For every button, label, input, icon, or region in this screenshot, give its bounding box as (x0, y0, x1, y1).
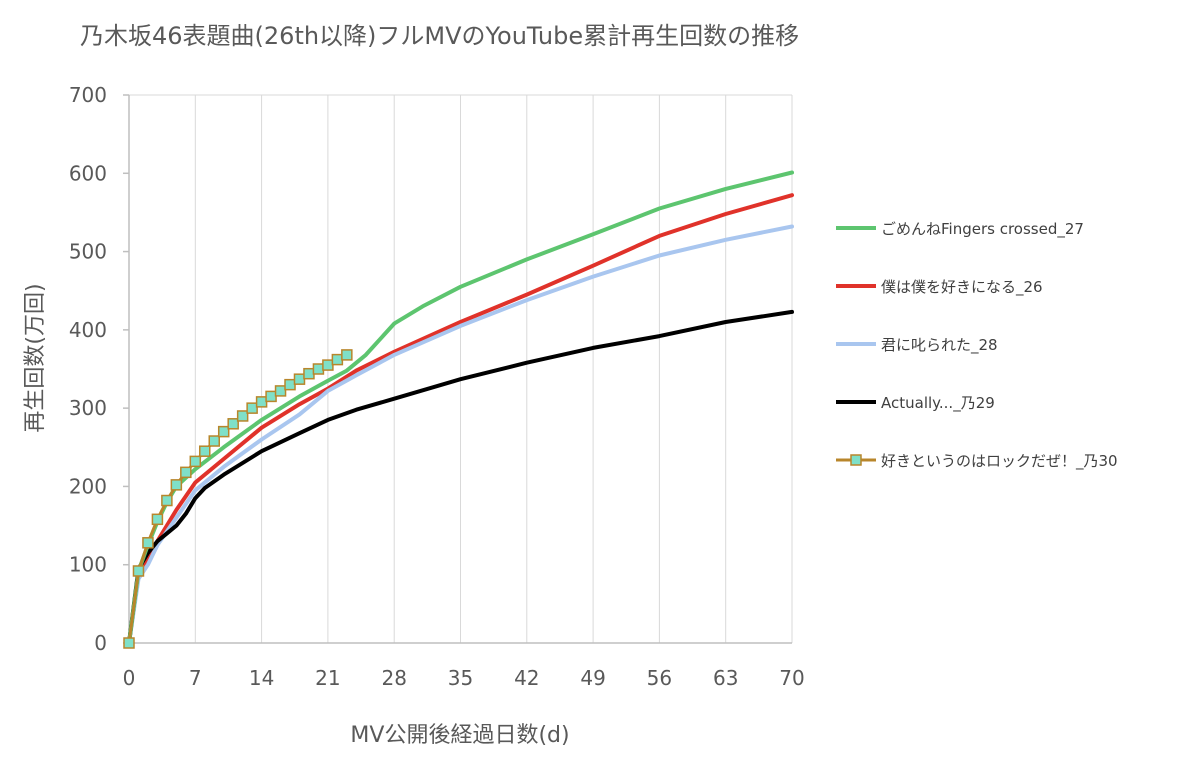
axes (123, 94, 792, 644)
legend-marker (850, 454, 862, 466)
series-lines (123, 170, 794, 649)
data-point-marker (151, 513, 164, 526)
x-tick-labels: 0 7 14 21 28 35 42 49 56 63 70 (123, 666, 805, 690)
y-tick-labels: 0 100 200 300 400 500 600 700 (69, 83, 107, 655)
legend-label: 僕は僕を好きになる_26 (881, 278, 1043, 297)
data-point-marker (312, 363, 325, 375)
y-tick-label: 200 (69, 474, 107, 498)
y-tick-label: 400 (69, 318, 107, 342)
data-point-marker (180, 466, 192, 479)
x-tick-label: 14 (249, 666, 274, 690)
legend-label: 君に叱られた_28 (881, 336, 998, 355)
data-point-marker (208, 435, 220, 447)
x-tick-label: 56 (647, 666, 672, 690)
data-point-marker (293, 373, 306, 385)
data-point-marker (227, 418, 239, 430)
legend-label: Actually..._乃29 (881, 394, 995, 413)
data-point-marker (132, 565, 145, 577)
data-point-marker (161, 494, 173, 507)
data-point-marker (274, 385, 287, 397)
x-tick-label: 21 (315, 666, 340, 690)
data-point-marker (331, 353, 344, 366)
data-point-marker (170, 479, 183, 491)
x-tick-label: 63 (713, 666, 738, 690)
y-axis-title: 再生回数(万回) (23, 283, 48, 432)
y-tick-label: 300 (69, 396, 107, 420)
chart-title: 乃木坂46表題曲(26th以降)フルMVのYouTube累計再生回数の推移 (80, 22, 800, 50)
x-axis-title: MV公開後経過日数(d) (350, 723, 569, 748)
x-tick-label: 70 (779, 666, 804, 690)
grid-lines (128, 94, 793, 643)
legend-label: ごめんねFingers crossed_27 (881, 220, 1084, 239)
data-point-marker (123, 637, 135, 649)
data-point-marker (246, 402, 258, 414)
x-tick-label: 28 (381, 666, 406, 690)
y-tick-label: 500 (69, 240, 107, 264)
data-point-marker (217, 425, 230, 438)
series-line (127, 224, 794, 645)
y-tick-label: 0 (94, 631, 107, 655)
data-point-marker (341, 349, 353, 361)
data-point-marker (255, 396, 268, 408)
data-point-marker (284, 378, 296, 391)
series-line (127, 309, 794, 645)
data-point-marker (236, 410, 249, 422)
data-point-marker (303, 367, 315, 380)
y-tick-label: 100 (69, 553, 107, 577)
x-tick-label: 35 (448, 666, 473, 690)
y-tick-label: 700 (69, 83, 107, 107)
legend-label: 好きというのはロックだぜ！_乃30 (881, 452, 1118, 471)
x-tick-label: 49 (580, 666, 605, 690)
y-tick-label: 600 (69, 161, 107, 185)
data-point-marker (142, 537, 154, 549)
data-point-marker (189, 455, 202, 468)
legend: ごめんねFingers crossed_27 僕は僕を好きになる_26 君に叱られた… (836, 220, 1118, 471)
x-tick-label: 42 (514, 666, 539, 690)
x-tick-label: 7 (189, 666, 202, 690)
data-point-marker (265, 390, 277, 403)
data-point-marker (199, 445, 211, 457)
x-tick-label: 0 (123, 666, 136, 690)
data-point-marker (322, 359, 334, 371)
